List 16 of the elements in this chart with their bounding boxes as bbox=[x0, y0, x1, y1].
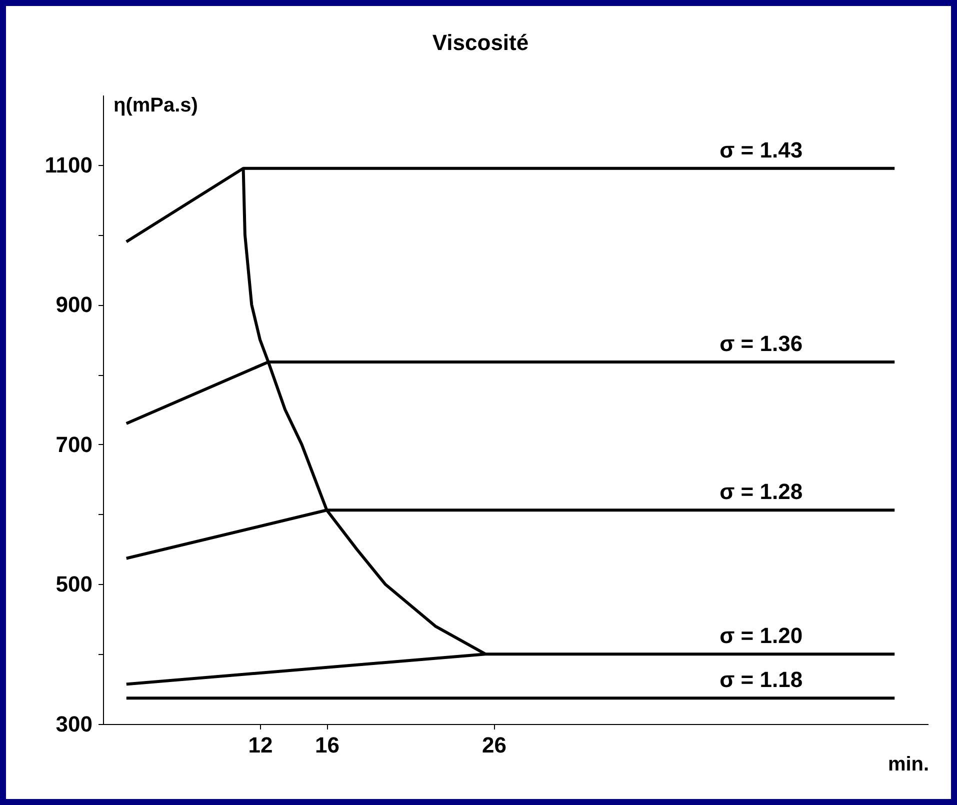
y-tick-label: 700 bbox=[56, 432, 92, 457]
y-tick-label: 300 bbox=[56, 712, 92, 736]
series-label: σ = 1.28 bbox=[720, 479, 803, 504]
y-axis-title: η(mPa.s) bbox=[114, 94, 198, 116]
x-tick-label: 26 bbox=[482, 732, 507, 758]
series-label: σ = 1.43 bbox=[720, 137, 803, 162]
series-label: σ = 1.36 bbox=[720, 330, 803, 356]
y-tick-label: 900 bbox=[56, 292, 92, 318]
chart-title: Viscosité bbox=[432, 30, 529, 55]
x-tick-label: 16 bbox=[315, 732, 340, 758]
y-tick-label: 1100 bbox=[44, 152, 92, 178]
series-label: σ = 1.18 bbox=[720, 667, 803, 692]
series-label: σ = 1.20 bbox=[720, 623, 803, 648]
y-tick-label: 500 bbox=[56, 572, 92, 597]
x-axis-title: min. bbox=[888, 754, 930, 776]
x-tick-label: 12 bbox=[248, 732, 273, 758]
